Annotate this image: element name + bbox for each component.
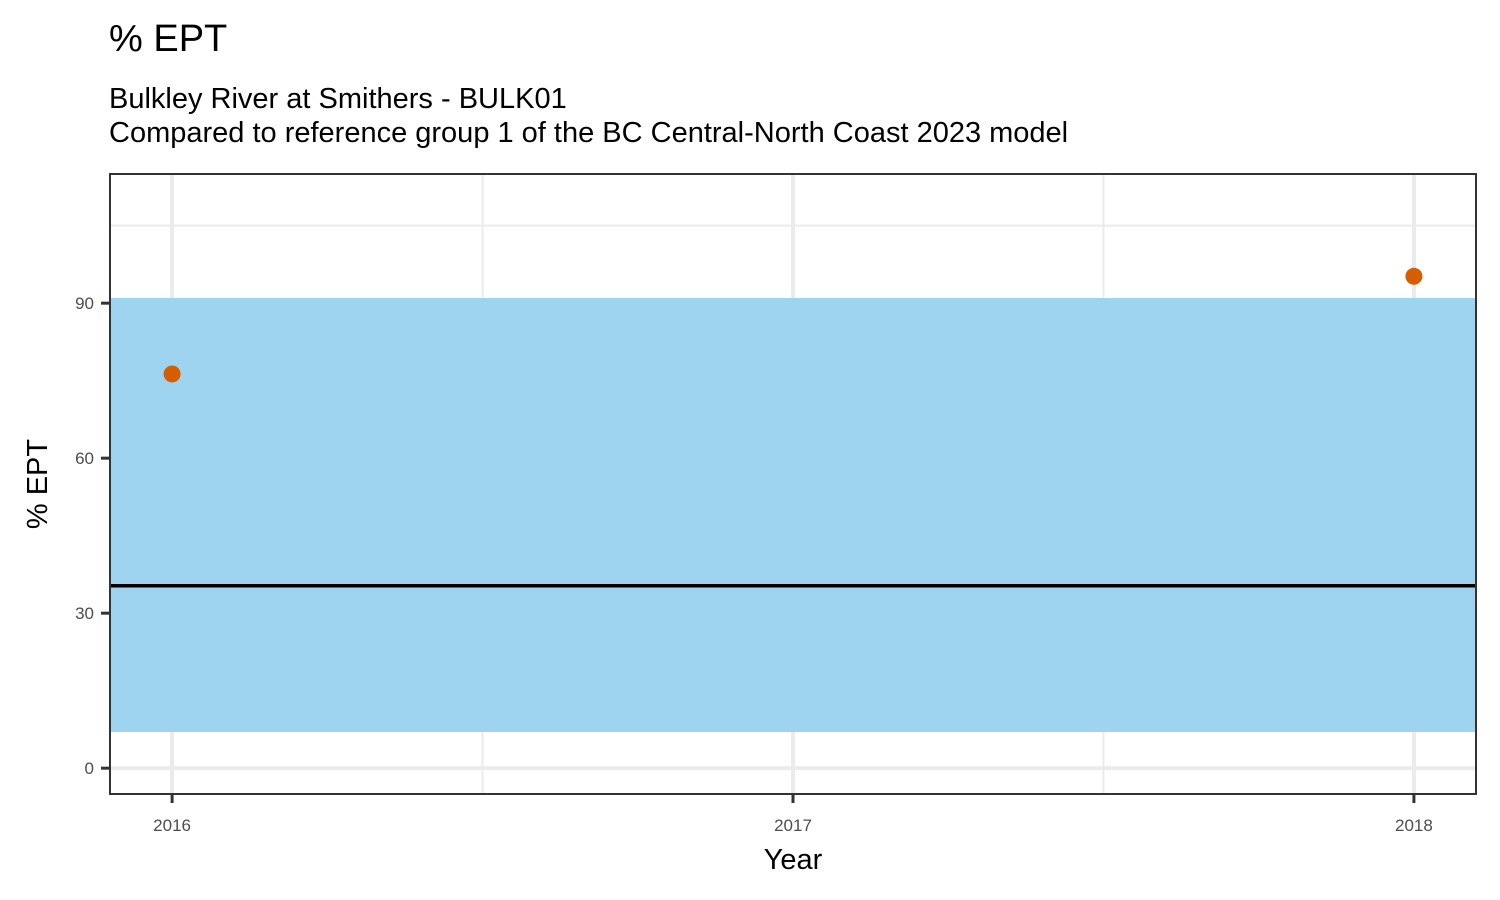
x-tick-label: 2018 <box>1395 816 1433 835</box>
data-points <box>163 267 1423 383</box>
x-axis-title: Year <box>764 844 823 876</box>
y-tick-label: 60 <box>75 449 94 468</box>
y-axis: 0 30 60 90 <box>75 294 110 778</box>
chart-subtitle-reference: Compared to reference group 1 of the BC … <box>109 117 1069 149</box>
x-tick-label: 2016 <box>153 816 191 835</box>
reference-band <box>110 298 1476 732</box>
chart-title: % EPT <box>109 18 228 60</box>
x-axis: 2016 2017 2018 <box>153 794 1433 835</box>
chart-subtitle-site: Bulkley River at Smithers - BULK01 <box>109 83 567 115</box>
y-axis-title: % EPT <box>22 439 54 530</box>
data-point <box>1405 267 1423 285</box>
data-point <box>163 365 181 383</box>
y-tick-label: 90 <box>75 294 94 313</box>
y-tick-label: 0 <box>85 759 94 778</box>
y-tick-label: 30 <box>75 604 94 623</box>
x-tick-label: 2017 <box>774 816 812 835</box>
